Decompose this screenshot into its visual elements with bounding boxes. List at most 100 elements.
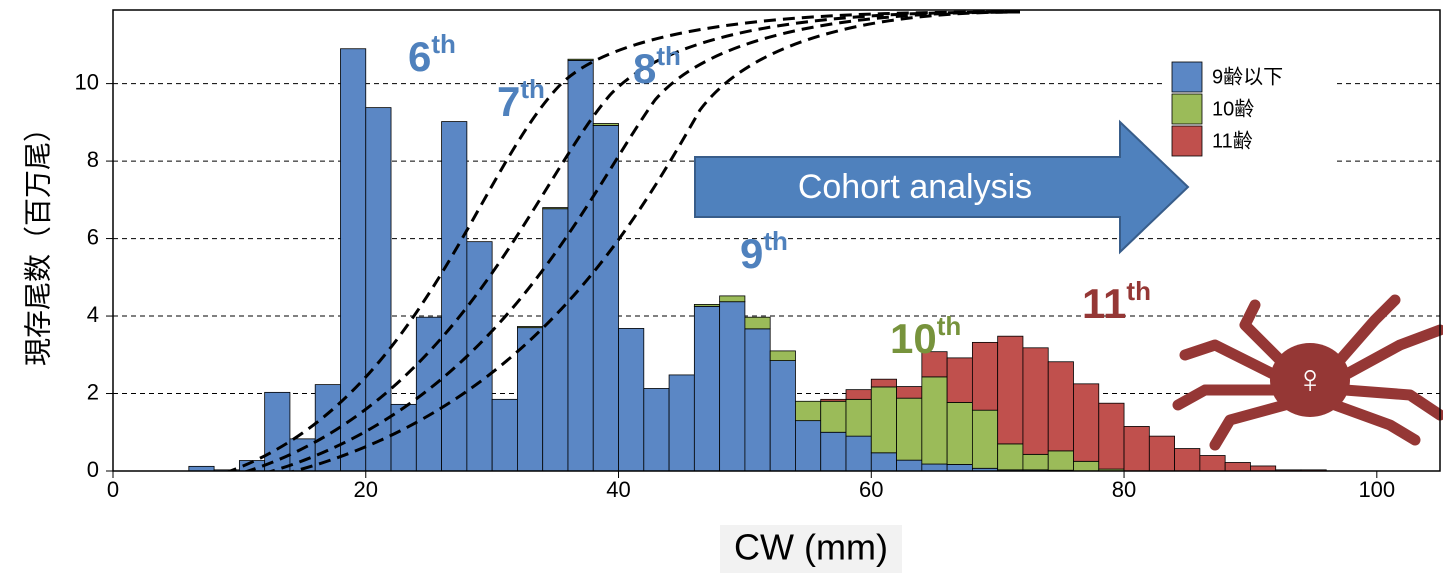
bar [1022,347,1049,455]
bar [668,374,695,472]
x-tick-label: 40 [606,477,630,502]
crab-symbol: ♀ [1295,358,1325,402]
bar [1073,460,1100,472]
bar [592,125,619,472]
annotation-sup: th [763,226,788,256]
bar [795,400,822,422]
annotation-sup: th [656,41,681,71]
bar [896,397,923,461]
bar [390,403,417,472]
legend-swatch [1171,93,1203,125]
bar [997,335,1024,445]
annotation-text: 7 [497,78,520,125]
bar [1224,462,1251,472]
legend-swatch [1171,61,1203,93]
bar [769,360,796,472]
legend-label: 11齢 [1212,129,1253,152]
bar [971,341,999,411]
x-tick-label: 20 [354,477,378,502]
bar [946,402,973,465]
bar [997,443,1024,471]
bar [1199,455,1226,472]
bar [542,207,569,210]
bar [491,398,518,472]
annotation-text: 9 [740,230,763,277]
annotation-text: 6 [408,33,431,80]
x-axis-label: CW (mm) [734,527,888,568]
bar [517,326,544,329]
bar [795,420,822,472]
bar [264,391,291,472]
plot-frame [112,9,1441,472]
annotation-sup: th [431,29,456,59]
bar [896,459,923,472]
bar [1022,453,1049,471]
bar [946,357,973,403]
bar [870,452,897,472]
crab-icon [1172,294,1443,451]
bar [1047,361,1074,452]
bar [870,386,897,454]
bar [946,464,973,472]
bar [1047,450,1074,471]
arrow [694,119,1190,255]
bar [441,121,468,472]
bar [365,107,392,472]
annotation-sup: th [1126,276,1151,306]
bar [693,304,721,307]
annotation: 7th [497,74,545,125]
bar [921,376,948,465]
annotation: 6th [408,29,456,80]
bar [567,58,594,61]
bar [1098,402,1125,470]
annotation-text: 8 [633,45,656,92]
annotation-text: 11 [1082,280,1126,327]
bar [1250,465,1277,472]
annotation: 9th [740,226,788,277]
bar [1073,383,1100,462]
bar [744,328,771,472]
bar [693,305,721,472]
bar [896,386,923,399]
bar [820,431,847,472]
bar [592,123,619,126]
annotation-text: 10 [890,315,937,362]
x-label-bg [720,525,902,573]
bar [1174,448,1201,472]
bar [870,378,897,388]
bar [643,388,670,472]
y-tick-label: 2 [87,379,99,404]
x-tick-label: 60 [859,477,883,502]
bar [845,435,872,472]
x-tick-label: 0 [107,477,119,502]
bar [340,48,367,472]
bar [769,350,796,361]
annotation: 10th [890,311,961,362]
legend-swatch [1171,125,1203,157]
bar [971,409,999,469]
bar [845,398,872,437]
annotation-sup: th [937,311,962,341]
bar [466,241,493,472]
bar [820,398,847,402]
x-tick-label: 80 [1112,477,1136,502]
legend-label: 9齢以下 [1212,65,1283,88]
bar [744,316,771,330]
arrow-text: Cohort analysis [798,168,1032,206]
x-tick-label: 100 [1358,477,1395,502]
bar [719,295,746,303]
y-tick-label: 10 [75,69,99,94]
bar [921,463,948,472]
bar [542,208,569,472]
annotation: 8th [633,41,681,92]
growth-curves [225,10,1021,471]
y-tick-label: 8 [87,147,99,172]
bar [820,400,847,433]
annotation: 11th [1082,276,1151,327]
y-axis-label: 現存尾数（百万尾） [22,114,53,366]
annotation-sup: th [520,74,545,104]
bar [1148,435,1176,472]
y-tick-label: 4 [87,302,99,327]
bar [845,389,872,400]
